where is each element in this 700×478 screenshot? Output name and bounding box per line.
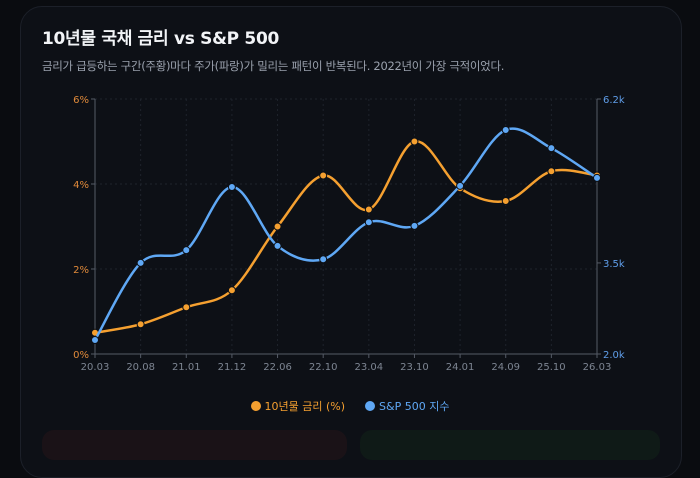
y-left-tick-label: 6% [73,95,89,106]
rate-point [547,167,556,176]
rate-point [227,286,236,295]
rate-point [319,171,328,180]
x-tick-label: 20.08 [126,362,155,373]
x-tick-label: 24.01 [446,362,475,373]
y-left-tick-label: 0% [73,350,89,361]
sp500-line [93,127,598,341]
legend-item-sp500[interactable]: S&P 500 지수 [365,398,449,414]
x-tick-label: 22.10 [309,362,338,373]
bottom-card-right [360,430,660,460]
y-right-tick-label: 6.2k [603,95,625,106]
x-tick-label: 22.06 [263,362,292,373]
sp500-point [136,258,145,267]
sp500-point [501,125,510,134]
x-tick-label: 20.03 [81,362,110,373]
chart-subtitle: 금리가 급등하는 구간(주황)마다 주가(파랑)가 밀리는 패턴이 반복된다. … [42,59,505,73]
rate-point [182,303,191,312]
x-tick-label: 23.10 [400,362,429,373]
sp500-point [410,221,419,230]
rate-point [364,205,373,214]
rate-point [273,222,282,231]
y-left-tick-label: 2% [73,265,89,276]
rate-point [501,197,510,205]
sp500-point [182,246,191,255]
legend-dot-icon [365,401,376,411]
rate-line [94,140,598,334]
sp500-point [91,336,99,345]
sp500-point [593,173,601,182]
y-right-tick-label: 2.0k [603,350,625,361]
legend: 10년물 금리 (%) S&P 500 지수 [0,398,700,414]
legend-dot-icon [250,401,261,411]
y-right-tick-label: 3.5k [603,259,625,270]
bottom-card-left [42,430,347,460]
chart-title: 10년물 국채 금리 vs S&P 500 [42,29,280,49]
y-left-tick-label: 4% [73,180,89,191]
x-tick-label: 26.03 [583,362,612,373]
sp500-point [364,218,373,227]
chart-card [20,6,682,478]
x-tick-label: 23.04 [354,362,383,373]
sp500-point [273,241,282,250]
rate-point [136,320,145,329]
line-chart: 20.03 20.08 21.01 21.12 22.06 22.10 23.04 23.10… [73,95,625,373]
sp500-point [319,255,328,264]
rate-point [410,137,419,146]
legend-label: 10년물 금리 (%) [264,400,346,413]
x-tick-label: 21.01 [172,362,201,373]
x-tick-label: 24.09 [491,362,520,373]
legend-item-rate[interactable]: 10년물 금리 (%) [250,398,346,414]
legend-label: S&P 500 지수 [379,400,450,413]
sp500-point [227,183,236,192]
x-tick-label: 21.12 [218,362,247,373]
sp500-point [547,144,556,153]
x-tick-label: 25.10 [537,362,566,373]
sp500-point [456,181,465,190]
